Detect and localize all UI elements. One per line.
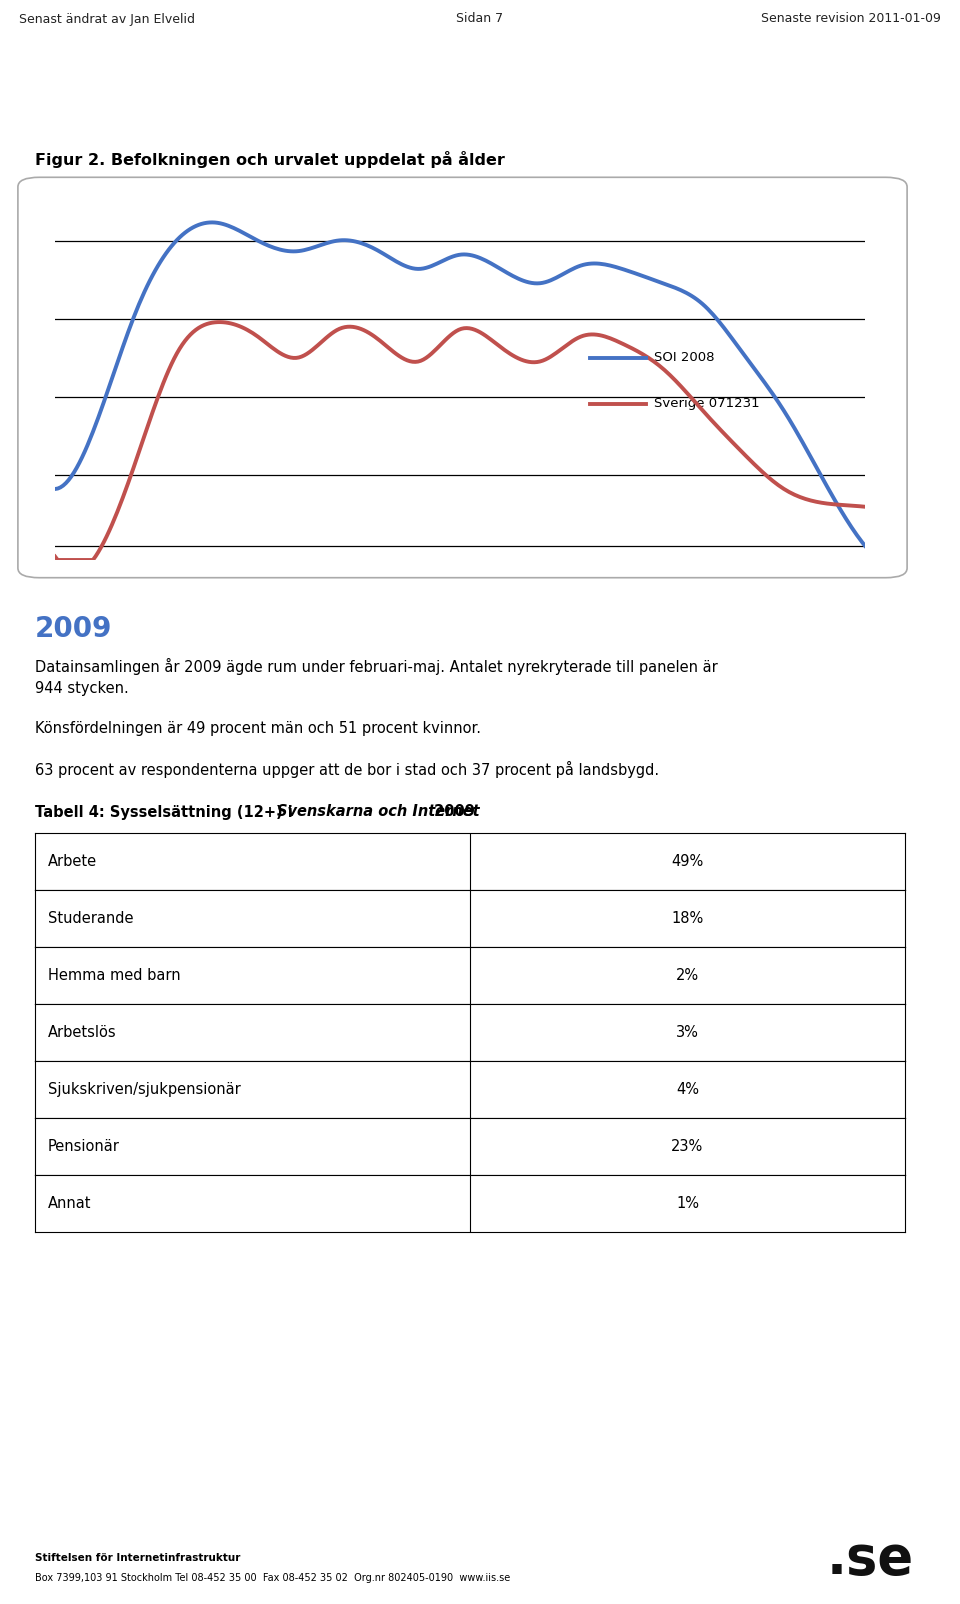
Text: Figur 2. Befolkningen och urvalet uppdelat på ålder: Figur 2. Befolkningen och urvalet uppdel… bbox=[35, 151, 505, 168]
Text: Pensionär: Pensionär bbox=[48, 1139, 120, 1153]
FancyBboxPatch shape bbox=[18, 178, 907, 577]
Text: 63 procent av respondenterna uppger att de bor i stad och 37 procent på landsbyg: 63 procent av respondenterna uppger att … bbox=[35, 760, 660, 778]
Text: Senast ändrat av Jan Elvelid: Senast ändrat av Jan Elvelid bbox=[19, 13, 195, 26]
Text: .se: .se bbox=[827, 1532, 914, 1585]
Text: Arbete: Arbete bbox=[48, 853, 97, 869]
Text: Studerande: Studerande bbox=[48, 911, 133, 926]
Text: 2009: 2009 bbox=[35, 614, 112, 643]
Text: 3%: 3% bbox=[676, 1025, 699, 1039]
Text: 18%: 18% bbox=[671, 911, 704, 926]
Text: Könsfördelningen är 49 procent män och 51 procent kvinnor.: Könsfördelningen är 49 procent män och 5… bbox=[35, 722, 481, 736]
Text: Senaste revision 2011-01-09: Senaste revision 2011-01-09 bbox=[761, 13, 941, 26]
Text: Box 7399,103 91 Stockholm Tel 08-452 35 00  Fax 08-452 35 02  Org.nr 802405-0190: Box 7399,103 91 Stockholm Tel 08-452 35 … bbox=[35, 1574, 511, 1583]
Text: 944 stycken.: 944 stycken. bbox=[35, 680, 129, 696]
Text: Stiftelsen för Internetinfrastruktur: Stiftelsen för Internetinfrastruktur bbox=[35, 1553, 240, 1562]
Text: Datainsamlingen år 2009 ägde rum under februari-maj. Antalet nyrekryterade till : Datainsamlingen år 2009 ägde rum under f… bbox=[35, 658, 718, 675]
Text: Sjukskriven/sjukpensionär: Sjukskriven/sjukpensionär bbox=[48, 1083, 241, 1097]
Text: Arbetslös: Arbetslös bbox=[48, 1025, 117, 1039]
Text: Tabell 4: Sysselsättning (12+) i: Tabell 4: Sysselsättning (12+) i bbox=[35, 805, 298, 820]
Text: 49%: 49% bbox=[671, 853, 704, 869]
Text: Sverige 071231: Sverige 071231 bbox=[655, 398, 760, 411]
Text: Annat: Annat bbox=[48, 1197, 91, 1211]
Text: Hemma med barn: Hemma med barn bbox=[48, 967, 180, 983]
Text: 2%: 2% bbox=[676, 967, 699, 983]
Text: 2009: 2009 bbox=[429, 805, 475, 820]
Text: Svenskarna och Internet: Svenskarna och Internet bbox=[276, 805, 479, 820]
Text: Sidan 7: Sidan 7 bbox=[456, 13, 504, 26]
Text: 4%: 4% bbox=[676, 1083, 699, 1097]
Text: 23%: 23% bbox=[671, 1139, 704, 1153]
Text: SOI 2008: SOI 2008 bbox=[655, 351, 715, 364]
Text: 1%: 1% bbox=[676, 1197, 699, 1211]
